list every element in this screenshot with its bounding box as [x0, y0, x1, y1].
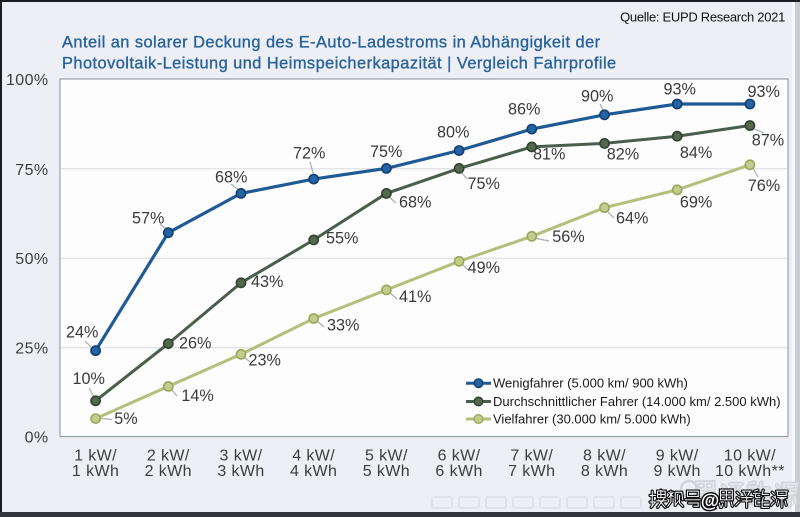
svg-text:4 kWh: 4 kWh — [290, 463, 337, 480]
svg-text:2 kWh: 2 kWh — [145, 463, 192, 480]
svg-text:0%: 0% — [25, 429, 49, 446]
svg-text:90%: 90% — [581, 88, 613, 106]
svg-text:5%: 5% — [114, 410, 137, 428]
svg-text:64%: 64% — [616, 210, 648, 228]
svg-text:8 kWh: 8 kWh — [581, 463, 628, 480]
svg-text:75%: 75% — [370, 143, 402, 161]
svg-text:Anteil an solarer Deckung des: Anteil an solarer Deckung des E-Auto-Lad… — [62, 34, 601, 52]
svg-text:69%: 69% — [680, 193, 712, 211]
svg-text:7 kW/: 7 kW/ — [510, 448, 553, 465]
svg-text:49%: 49% — [468, 259, 500, 277]
svg-text:25%: 25% — [15, 341, 48, 358]
svg-text:76%: 76% — [748, 177, 780, 195]
svg-text:55%: 55% — [326, 229, 358, 247]
svg-text:7 kWh: 7 kWh — [508, 463, 555, 480]
svg-text:1 kWh: 1 kWh — [72, 463, 119, 480]
svg-text:Wenigfahrer (5.000 km/ 900 kWh: Wenigfahrer (5.000 km/ 900 kWh) — [493, 376, 688, 391]
svg-text:23%: 23% — [249, 352, 281, 370]
svg-text:5 kWh: 5 kWh — [363, 463, 410, 480]
svg-text:8 kW/: 8 kW/ — [583, 448, 626, 465]
svg-text:10 kWh**: 10 kWh** — [715, 463, 785, 480]
svg-text:93%: 93% — [664, 80, 696, 98]
svg-text:3 kW/: 3 kW/ — [220, 448, 263, 465]
svg-text:4 kW/: 4 kW/ — [292, 448, 335, 465]
svg-text:43%: 43% — [251, 273, 283, 291]
svg-text:93%: 93% — [748, 83, 780, 101]
svg-text:Durchschnittlicher Fahrer (14.: Durchschnittlicher Fahrer (14.000 km/ 2.… — [493, 394, 781, 409]
svg-text:2 kW/: 2 kW/ — [147, 448, 190, 465]
svg-text:26%: 26% — [179, 335, 211, 353]
svg-text:9 kWh: 9 kWh — [654, 463, 701, 480]
svg-text:84%: 84% — [680, 144, 712, 162]
svg-text:10 kW/: 10 kW/ — [724, 448, 776, 465]
svg-text:75%: 75% — [15, 162, 48, 179]
svg-text:75%: 75% — [468, 175, 500, 193]
svg-text:86%: 86% — [508, 100, 540, 118]
svg-text:24%: 24% — [66, 323, 98, 341]
svg-text:100%: 100% — [6, 72, 49, 89]
svg-text:33%: 33% — [327, 316, 359, 334]
svg-text:9 kW/: 9 kW/ — [656, 448, 699, 465]
svg-text:10%: 10% — [73, 370, 105, 388]
svg-text:87%: 87% — [752, 131, 784, 149]
svg-text:@: @ — [701, 491, 720, 512]
svg-text:50%: 50% — [15, 251, 48, 268]
svg-text:56%: 56% — [552, 228, 584, 246]
svg-text:82%: 82% — [607, 146, 639, 164]
svg-text:Vielfahrer (30.000 km/ 5.000 k: Vielfahrer (30.000 km/ 5.000 kWh) — [493, 412, 691, 427]
svg-text:81%: 81% — [533, 146, 565, 164]
svg-text:14%: 14% — [181, 387, 213, 405]
svg-text:3 kWh: 3 kWh — [217, 463, 264, 480]
svg-text:6 kW/: 6 kW/ — [438, 448, 481, 465]
svg-text:6 kWh: 6 kWh — [435, 463, 482, 480]
svg-text:Quelle: EUPD Research 2021: Quelle: EUPD Research 2021 — [620, 10, 785, 25]
svg-text:1 kW/: 1 kW/ — [74, 448, 117, 465]
svg-text:41%: 41% — [399, 288, 431, 306]
svg-text:72%: 72% — [293, 144, 325, 162]
svg-text:68%: 68% — [399, 193, 431, 211]
svg-text:57%: 57% — [132, 209, 164, 227]
svg-text:68%: 68% — [215, 168, 247, 186]
svg-text:80%: 80% — [437, 123, 469, 141]
svg-text:5 kW/: 5 kW/ — [365, 448, 408, 465]
svg-text:Photovoltaik-Leistung und Heim: Photovoltaik-Leistung und Heimspeicherka… — [62, 55, 617, 73]
